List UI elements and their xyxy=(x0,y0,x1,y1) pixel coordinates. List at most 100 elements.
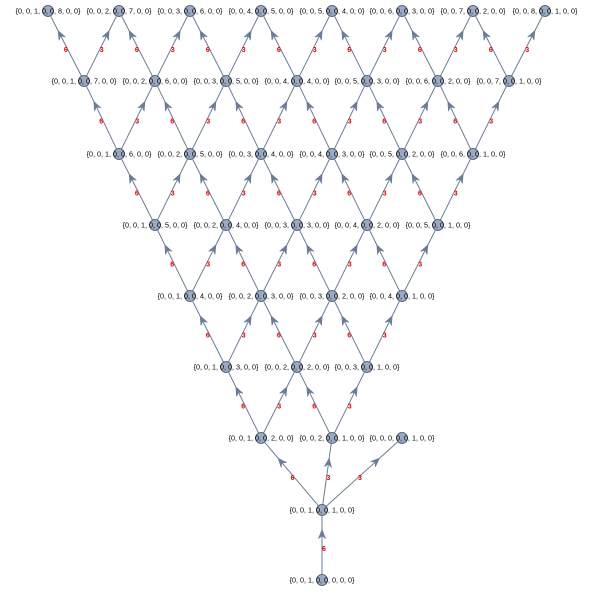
edge-label: 6 xyxy=(418,191,422,198)
node-label: {0, 0, 3, 0, 0, 3, 0, 0} xyxy=(265,221,330,230)
edge-label: 3 xyxy=(348,119,352,126)
node-5-0: {0, 0, 1, 0, 0, 3, 0, 0} xyxy=(194,361,259,373)
edge-1-0-right: 3 xyxy=(86,16,117,77)
edge-label: 3 xyxy=(313,47,317,54)
arrowhead-icon xyxy=(314,315,323,326)
edge-line xyxy=(86,86,118,150)
node-2-1: {0, 0, 2, 0, 0, 5, 0, 0} xyxy=(158,148,223,160)
edge-label: 3 xyxy=(242,47,246,54)
edge-line xyxy=(333,372,365,434)
node-circle xyxy=(42,5,54,17)
edge-line xyxy=(333,86,365,150)
node-circle xyxy=(467,5,479,17)
edge-line xyxy=(298,301,330,363)
node-6-2: {0, 0, 0, 0, 0, 1, 0, 0} xyxy=(370,432,435,444)
arrowhead-icon xyxy=(447,100,456,112)
arrowhead-icon xyxy=(208,100,217,112)
node-label: {0, 0, 2, 0, 0, 4, 0, 0} xyxy=(194,221,259,230)
node-label: {0, 0, 2, 0, 0, 7, 0, 0} xyxy=(87,7,152,16)
arrowhead-icon xyxy=(199,315,208,326)
node-circle xyxy=(184,5,196,17)
arrowhead-icon xyxy=(341,29,350,41)
node-label: {0, 0, 3, 0, 0, 6, 0, 0} xyxy=(158,7,223,16)
arrowhead-icon xyxy=(306,386,315,397)
edge-2-3-right: 3 xyxy=(333,86,365,150)
edge-2-3-left: 6 xyxy=(299,86,331,150)
edge-label: 3 xyxy=(454,191,458,198)
node-label: {0, 0, 6, 0, 0, 1, 0, 0} xyxy=(441,150,506,159)
node-4-1: {0, 0, 2, 0, 0, 3, 0, 0} xyxy=(229,290,294,302)
edge-8-0: 6 xyxy=(318,516,326,575)
node-8-0: {0, 0, 1, 0, 0, 0, 0, 0} xyxy=(290,574,355,586)
edge-7-0-mid: 3 xyxy=(322,443,332,505)
arrowhead-icon xyxy=(235,244,244,255)
arrowhead-icon xyxy=(279,386,288,397)
edge-label: 6 xyxy=(291,475,295,482)
node-1-2: {0, 0, 3, 0, 0, 5, 0, 0} xyxy=(194,75,259,87)
arrowhead-icon xyxy=(277,457,287,468)
node-circle xyxy=(255,290,267,302)
arrowhead-icon xyxy=(324,457,332,468)
node-circle xyxy=(220,75,232,87)
edge-line xyxy=(404,16,436,77)
node-label: {0, 0, 3, 0, 0, 4, 0, 0} xyxy=(229,150,294,159)
node-circle xyxy=(113,148,125,160)
edge-label: 6 xyxy=(277,191,281,198)
edge-line xyxy=(262,86,295,150)
node-1-6: {0, 0, 7, 0, 0, 1, 0, 0} xyxy=(477,75,542,87)
edge-6-0-left: 6 xyxy=(228,372,260,434)
arrowhead-icon xyxy=(172,173,181,184)
edge-line xyxy=(227,159,259,221)
node-4-3: {0, 0, 4, 0, 0, 1, 0, 0} xyxy=(370,290,435,302)
edge-6-0-right: 3 xyxy=(263,372,295,434)
arrowhead-icon xyxy=(208,244,217,255)
node-label: {0, 0, 1, 0, 0, 0, 0, 0} xyxy=(290,576,355,585)
edge-2-5-right: 3 xyxy=(474,86,507,150)
edge-1-4-left: 6 xyxy=(334,16,365,77)
edge-line xyxy=(334,301,366,363)
node-circle xyxy=(326,432,338,444)
node-circle xyxy=(432,75,444,87)
edge-label: 6 xyxy=(206,191,210,198)
edge-label: 3 xyxy=(313,191,317,198)
node-circle xyxy=(113,5,125,17)
node-0-1: {0, 0, 2, 0, 0, 7, 0, 0} xyxy=(87,5,152,17)
node-1-5: {0, 0, 6, 0, 0, 2, 0, 0} xyxy=(406,75,471,87)
edge-label: 3 xyxy=(348,404,352,411)
edge-2-0-left: 6 xyxy=(86,86,118,150)
edge-1-5-left: 6 xyxy=(404,16,436,77)
arrowhead-icon xyxy=(199,173,208,184)
arrowhead-icon xyxy=(455,173,464,184)
arrowhead-icon xyxy=(270,29,279,41)
edge-2-2-right: 3 xyxy=(262,86,295,150)
edge-4-3-left: 6 xyxy=(369,230,401,292)
edge-label: 3 xyxy=(242,333,246,340)
node-circle xyxy=(220,361,232,373)
edge-label: 3 xyxy=(348,262,352,269)
edge-line xyxy=(334,159,366,221)
node-label: {0, 0, 1, 0, 0, 8, 0, 0} xyxy=(16,7,81,16)
edge-label: 6 xyxy=(489,47,493,54)
edge-6-1-right: 3 xyxy=(333,372,365,434)
node-circle xyxy=(255,432,267,444)
arrowhead-icon xyxy=(341,173,350,184)
edge-label: 3 xyxy=(418,119,422,126)
node-label: {0, 0, 4, 0, 0, 5, 0, 0} xyxy=(229,7,294,16)
node-4-2: {0, 0, 3, 0, 0, 2, 0, 0} xyxy=(300,290,365,302)
node-3-1: {0, 0, 2, 0, 0, 4, 0, 0} xyxy=(194,219,259,231)
edge-line xyxy=(368,301,400,363)
edge-line xyxy=(404,159,436,221)
node-3-3: {0, 0, 4, 0, 0, 2, 0, 0} xyxy=(335,219,400,231)
edge-line xyxy=(121,159,153,221)
node-label: {0, 0, 6, 0, 0, 3, 0, 0} xyxy=(370,7,435,16)
node-circle xyxy=(361,75,373,87)
edge-line xyxy=(369,230,401,292)
edge-4-2-left: 6 xyxy=(299,230,331,292)
edge-line xyxy=(263,372,295,434)
edge-3-1-left: 6 xyxy=(192,159,224,221)
arrowhead-icon xyxy=(306,244,315,255)
edge-4-0-right: 3 xyxy=(192,230,224,292)
edge-line xyxy=(263,301,295,363)
edge-3-3-right: 3 xyxy=(368,159,400,221)
edge-line xyxy=(334,16,365,77)
